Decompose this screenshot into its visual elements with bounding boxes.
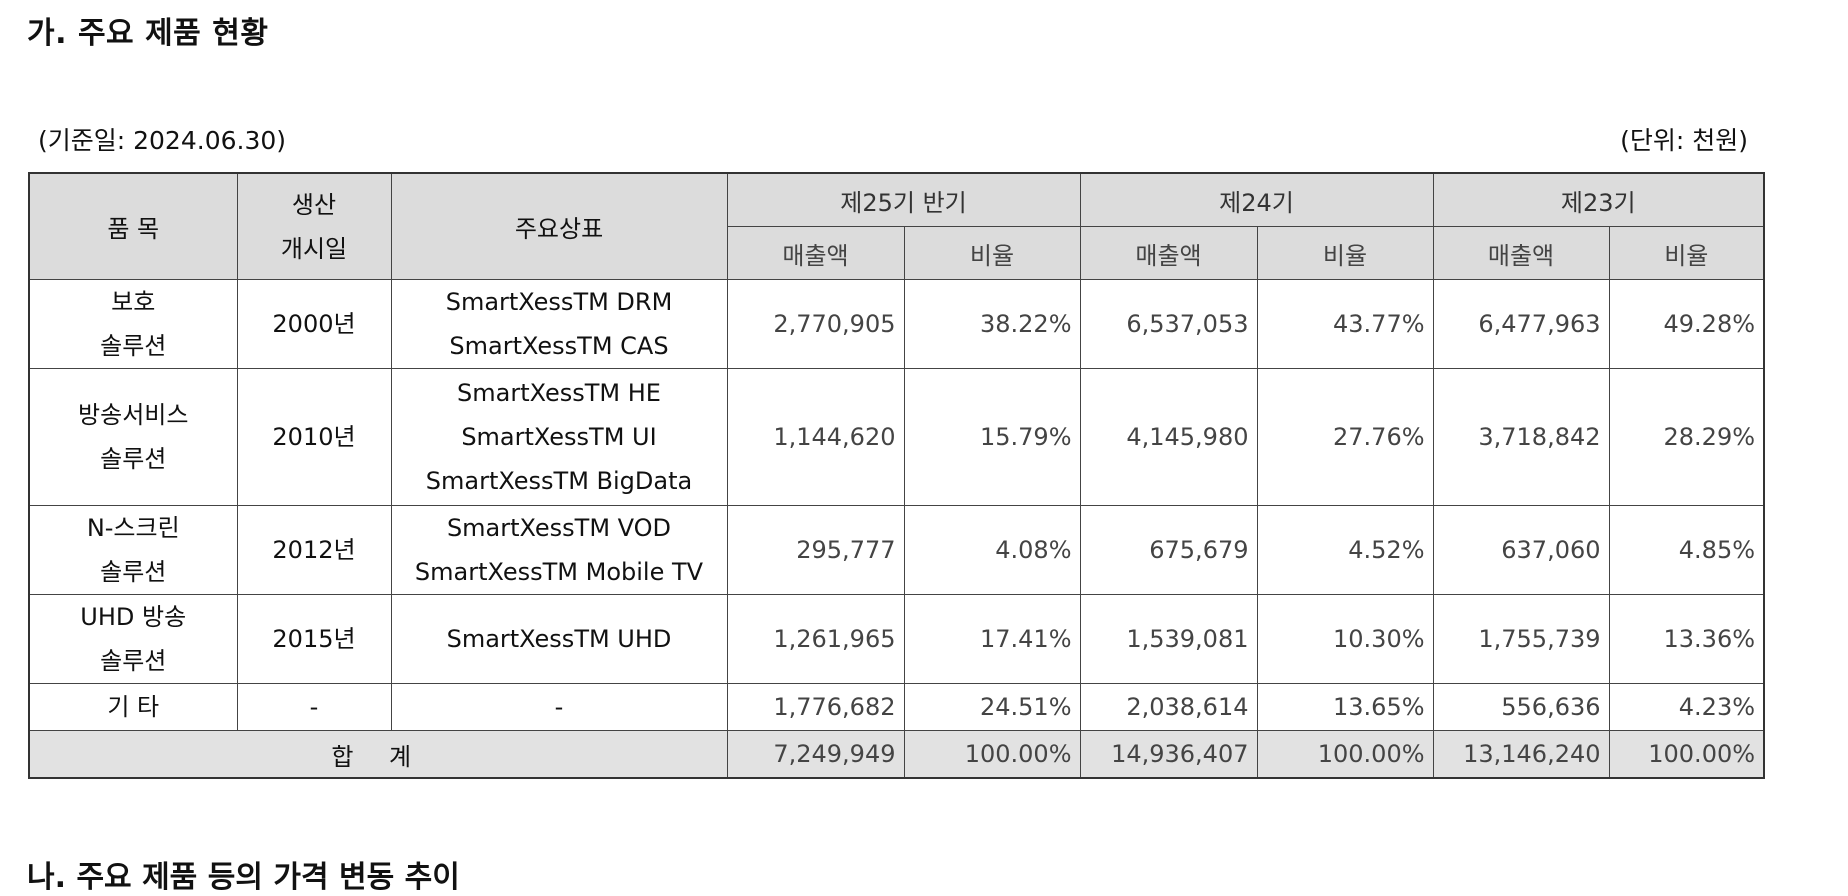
- cell-p2-sales: 675,679: [1079, 505, 1258, 595]
- cell-brand: SmartXessTM DRM SmartXessTM CAS: [390, 279, 728, 369]
- cell-p3-sales: 1,755,739: [1432, 594, 1610, 684]
- cell-p3-ratio: 4.85%: [1608, 505, 1765, 595]
- total-p1-ratio: 100.00%: [903, 730, 1081, 779]
- item-line: 솔루션: [100, 445, 167, 473]
- cell-item: 보호 솔루션: [28, 279, 238, 369]
- cell-brand: SmartXessTM UHD: [390, 594, 728, 684]
- total-p2-sales: 14,936,407: [1079, 730, 1258, 779]
- cell-p1-sales: 2,770,905: [726, 279, 905, 369]
- cell-p3-sales: 637,060: [1432, 505, 1610, 595]
- cell-start: 2010년: [236, 368, 392, 506]
- cell-item: UHD 방송 솔루션: [28, 594, 238, 684]
- cell-p2-ratio: 13.65%: [1256, 683, 1434, 731]
- cell-p2-ratio: 43.77%: [1256, 279, 1434, 369]
- header-period-3: 제23기: [1432, 172, 1765, 227]
- header-start-line2: 개시일: [280, 234, 348, 263]
- cell-p1-ratio: 24.51%: [903, 683, 1081, 731]
- cell-start: -: [236, 683, 392, 731]
- cell-p1-sales: 1,261,965: [726, 594, 905, 684]
- table-row: N-스크린 솔루션 2012년 SmartXessTM VOD SmartXes…: [28, 505, 1765, 595]
- brand-line: SmartXessTM UHD: [446, 625, 672, 653]
- total-p3-sales: 13,146,240: [1432, 730, 1610, 779]
- cell-item: 방송서비스 솔루션: [28, 368, 238, 506]
- header-p2-sales: 매출액: [1079, 226, 1258, 280]
- item-line: 솔루션: [100, 332, 167, 360]
- cell-p3-ratio: 13.36%: [1608, 594, 1765, 684]
- cell-brand: -: [390, 683, 728, 731]
- total-p3-ratio: 100.00%: [1608, 730, 1765, 779]
- brand-line: SmartXessTM BigData: [425, 467, 693, 495]
- header-brand: 주요상표: [390, 172, 728, 280]
- header-start-line1: 생산: [291, 190, 337, 219]
- next-section-title: 나. 주요 제품 등의 가격 변동 추이: [27, 860, 460, 895]
- brand-line: SmartXessTM HE: [457, 379, 661, 407]
- cell-p3-ratio: 4.23%: [1608, 683, 1765, 731]
- brand-line: SmartXessTM CAS: [449, 332, 669, 360]
- total-p2-ratio: 100.00%: [1256, 730, 1434, 779]
- cell-p2-sales: 6,537,053: [1079, 279, 1258, 369]
- brand-line: SmartXessTM VOD: [446, 514, 672, 542]
- cell-p3-ratio: 49.28%: [1608, 279, 1765, 369]
- cell-start: 2012년: [236, 505, 392, 595]
- table-row: 기 타 - - 1,776,682 24.51% 2,038,614 13.65…: [28, 683, 1765, 731]
- cell-p2-sales: 2,038,614: [1079, 683, 1258, 731]
- cell-p2-ratio: 10.30%: [1256, 594, 1434, 684]
- product-table: 품 목 생산 개시일 주요상표 제25기 반기 제24기 제23기 매출액 비율…: [28, 172, 1766, 779]
- brand-line: SmartXessTM Mobile TV: [414, 558, 704, 586]
- table-row: 보호 솔루션 2000년 SmartXessTM DRM SmartXessTM…: [28, 279, 1765, 369]
- brand-line: SmartXessTM DRM: [445, 288, 673, 316]
- header-p2-ratio: 비율: [1256, 226, 1434, 280]
- cell-p1-sales: 1,144,620: [726, 368, 905, 506]
- base-date: (기준일: 2024.06.30): [38, 126, 287, 155]
- cell-item: 기 타: [28, 683, 238, 731]
- cell-p1-ratio: 38.22%: [903, 279, 1081, 369]
- table-row: 방송서비스 솔루션 2010년 SmartXessTM HE SmartXess…: [28, 368, 1765, 506]
- cell-p2-ratio: 4.52%: [1256, 505, 1434, 595]
- cell-start: 2000년: [236, 279, 392, 369]
- header-p3-sales: 매출액: [1432, 226, 1610, 280]
- cell-p2-sales: 1,539,081: [1079, 594, 1258, 684]
- cell-p1-sales: 1,776,682: [726, 683, 905, 731]
- header-period-2: 제24기: [1079, 172, 1434, 227]
- cell-p3-sales: 6,477,963: [1432, 279, 1610, 369]
- header-p1-sales: 매출액: [726, 226, 905, 280]
- cell-start: 2015년: [236, 594, 392, 684]
- cell-item: N-스크린 솔루션: [28, 505, 238, 595]
- unit-label: (단위: 천원): [1620, 126, 1748, 155]
- header-item: 품 목: [28, 172, 238, 280]
- cell-p1-sales: 295,777: [726, 505, 905, 595]
- cell-p3-sales: 3,718,842: [1432, 368, 1610, 506]
- table-row: UHD 방송 솔루션 2015년 SmartXessTM UHD 1,261,9…: [28, 594, 1765, 684]
- item-line: 솔루션: [100, 647, 167, 675]
- total-label: 합 계: [28, 730, 728, 779]
- cell-p2-sales: 4,145,980: [1079, 368, 1258, 506]
- cell-p3-sales: 556,636: [1432, 683, 1610, 731]
- brand-line: SmartXessTM UI: [461, 423, 657, 451]
- section-title: 가. 주요 제품 현황: [27, 16, 269, 51]
- cell-brand: SmartXessTM HE SmartXessTM UI SmartXessT…: [390, 368, 728, 506]
- cell-p1-ratio: 17.41%: [903, 594, 1081, 684]
- cell-brand: SmartXessTM VOD SmartXessTM Mobile TV: [390, 505, 728, 595]
- header-period-1: 제25기 반기: [726, 172, 1081, 227]
- header-start-date: 생산 개시일: [236, 172, 392, 280]
- item-line: 보호: [111, 288, 156, 316]
- cell-p1-ratio: 15.79%: [903, 368, 1081, 506]
- header-p1-ratio: 비율: [903, 226, 1081, 280]
- item-line: 방송서비스: [78, 401, 189, 429]
- cell-p3-ratio: 28.29%: [1608, 368, 1765, 506]
- header-p3-ratio: 비율: [1608, 226, 1765, 280]
- cell-p2-ratio: 27.76%: [1256, 368, 1434, 506]
- cell-p1-ratio: 4.08%: [903, 505, 1081, 595]
- item-line: 솔루션: [100, 558, 167, 586]
- item-line: N-스크린: [86, 514, 180, 542]
- total-row: 합 계 7,249,949 100.00% 14,936,407 100.00%…: [28, 730, 1765, 779]
- item-line: UHD 방송: [80, 603, 187, 631]
- total-p1-sales: 7,249,949: [726, 730, 905, 779]
